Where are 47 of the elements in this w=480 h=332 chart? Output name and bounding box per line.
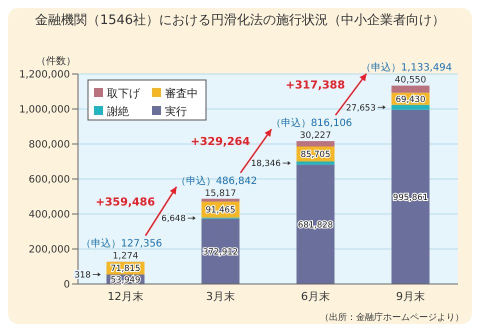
total-label: （申込）1,133,494 xyxy=(361,62,452,74)
text: （出所：金融庁ホームページより） xyxy=(320,312,464,323)
bar xyxy=(392,86,430,93)
y-tick-label: 1,200,000 xyxy=(19,70,70,81)
total-label: （申込）816,106 xyxy=(270,117,352,130)
annotation: +359,486 xyxy=(96,195,156,208)
x-tick-label: 3月末 xyxy=(206,290,235,303)
legend-label: 謝絶 xyxy=(107,105,129,118)
total-label: （申込）127,356 xyxy=(80,238,162,250)
y-tick-label: 200,000 xyxy=(28,244,70,256)
x-tick-label: 12月末 xyxy=(108,290,144,303)
data-label: 681,828 xyxy=(298,220,334,230)
bar xyxy=(392,104,430,110)
bar xyxy=(296,141,334,146)
bar xyxy=(392,110,430,284)
data-label: 40,550 xyxy=(394,76,427,86)
data-label: 1,274 xyxy=(112,252,139,262)
data-label: 91,465 xyxy=(206,206,236,216)
data-label: 30,227 xyxy=(300,131,332,142)
annotation: +329,264 xyxy=(190,134,250,148)
chart-title: 金融機関（1546社）における円滑化法の施行状況（中小企業者向け） xyxy=(34,12,446,30)
y-tick-label: 1,000,000 xyxy=(19,104,70,116)
legend-label: 審査中 xyxy=(165,87,198,100)
data-label: 71,815 xyxy=(110,264,140,274)
y-axis-title: （件数） xyxy=(36,56,76,67)
bar xyxy=(296,164,334,284)
data-label: 18,346 xyxy=(251,159,281,170)
annotation: +317,388 xyxy=(286,78,345,92)
data-label: 53,949 xyxy=(110,275,140,286)
bar xyxy=(296,161,334,165)
data-label: 995,861 xyxy=(392,192,428,203)
legend-label: 実行 xyxy=(165,105,187,118)
y-tick-label: 600,000 xyxy=(28,174,70,186)
y-tick-label: 0 xyxy=(64,280,70,291)
data-label: 69,430 xyxy=(396,94,426,105)
data-label: 27,653 xyxy=(346,103,376,114)
data-label: 85,705 xyxy=(300,150,330,160)
data-label: 372,912 xyxy=(202,247,238,258)
data-label: 15,817 xyxy=(204,188,236,199)
y-tick-label: 400,000 xyxy=(28,210,70,221)
legend-label: 取下げ xyxy=(107,87,141,100)
x-tick-label: 9月末 xyxy=(396,290,425,303)
data-label: 6,648 xyxy=(161,214,186,224)
total-label: （申込）486,842 xyxy=(176,174,258,187)
x-tick-label: 6月末 xyxy=(301,290,330,303)
bar xyxy=(202,198,240,202)
y-tick-label: 800,000 xyxy=(28,140,70,151)
